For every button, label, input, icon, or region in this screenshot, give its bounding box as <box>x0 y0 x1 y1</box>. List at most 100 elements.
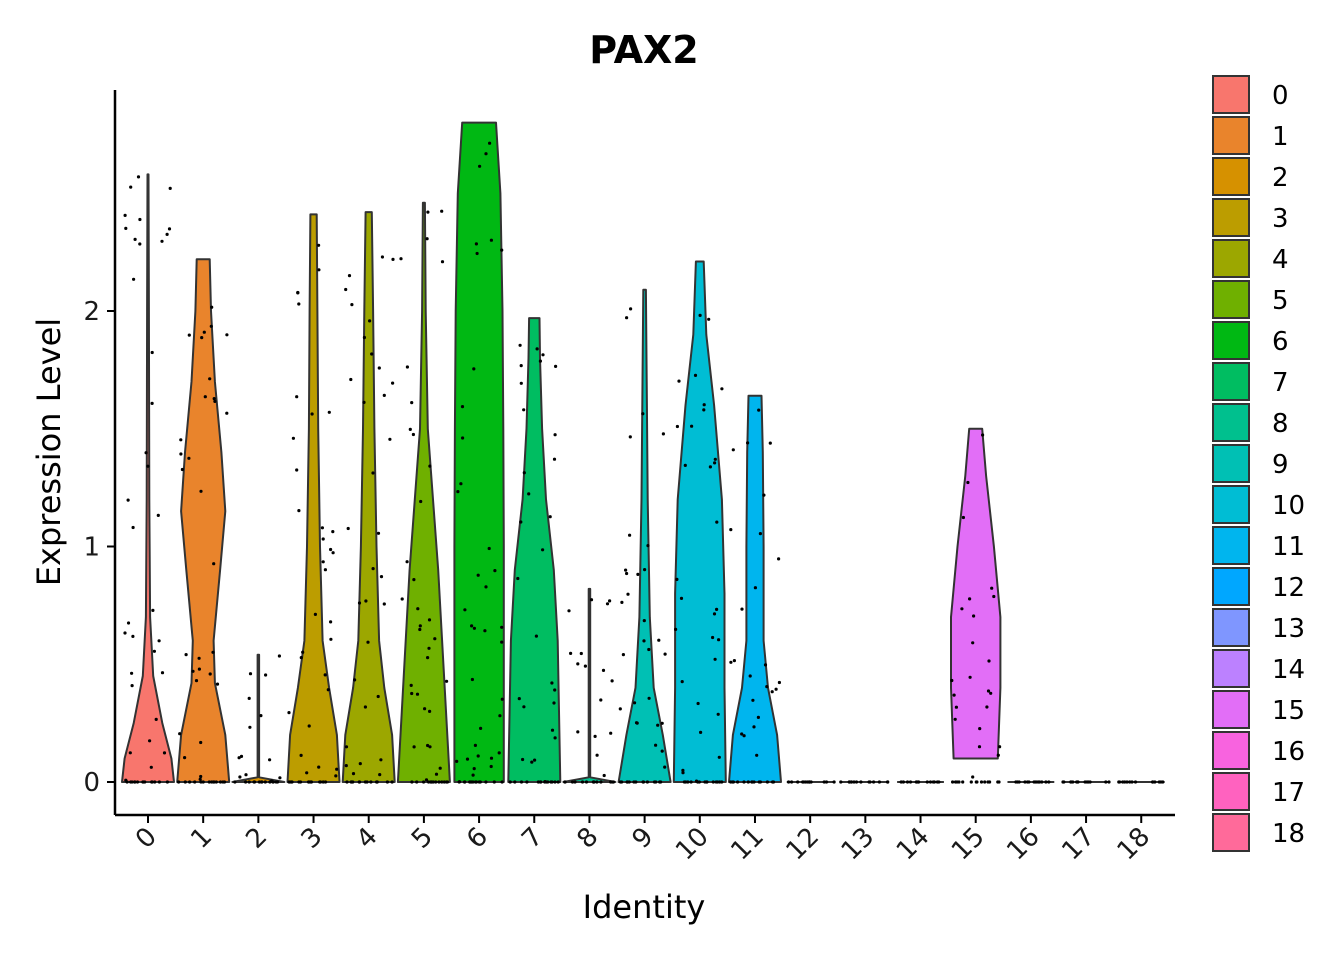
data-point <box>317 243 321 247</box>
data-point <box>541 353 545 357</box>
data-point <box>193 780 197 784</box>
data-point <box>123 631 127 635</box>
data-point <box>707 317 711 321</box>
data-point <box>849 780 853 784</box>
data-point <box>659 780 663 784</box>
data-point <box>1086 780 1090 784</box>
data-point <box>476 754 480 758</box>
data-point <box>1125 780 1129 784</box>
legend-label-2: 2 <box>1272 163 1289 193</box>
data-point <box>199 740 203 745</box>
data-point <box>633 701 637 705</box>
data-point <box>445 780 449 784</box>
data-point <box>682 780 687 784</box>
data-point <box>153 780 157 784</box>
data-point <box>305 771 309 775</box>
data-point <box>298 780 303 784</box>
data-point <box>476 573 480 577</box>
violin-15 <box>950 427 1002 760</box>
data-point <box>552 701 556 705</box>
data-point <box>708 465 713 469</box>
data-point <box>248 672 253 676</box>
legend-label-10: 10 <box>1272 491 1305 521</box>
data-point <box>237 756 241 760</box>
data-point <box>197 667 201 671</box>
violins-layer <box>121 121 1165 783</box>
x-tick-label: 3 <box>296 822 329 855</box>
data-point <box>419 499 423 504</box>
data-point <box>951 780 955 784</box>
data-point <box>150 401 154 405</box>
data-point <box>329 637 333 641</box>
legend-swatch-4 <box>1212 239 1250 278</box>
legend-swatch-5 <box>1212 280 1250 319</box>
data-point <box>539 780 543 784</box>
data-point <box>268 758 272 762</box>
data-point <box>584 780 589 784</box>
data-point <box>521 757 525 762</box>
data-point <box>752 725 756 729</box>
data-point <box>675 577 679 582</box>
data-point <box>660 721 664 725</box>
data-point <box>424 778 429 782</box>
data-point <box>988 780 992 784</box>
data-point <box>233 780 237 784</box>
data-point <box>610 679 614 683</box>
data-point <box>702 403 706 407</box>
data-point <box>400 597 404 601</box>
data-point <box>484 585 488 589</box>
data-point <box>832 780 836 784</box>
data-point <box>152 649 156 653</box>
data-point <box>983 780 987 784</box>
data-point <box>317 268 321 272</box>
data-point <box>715 607 719 612</box>
data-point <box>440 780 444 784</box>
data-point <box>961 780 965 784</box>
data-point <box>541 548 545 552</box>
data-point <box>570 780 575 784</box>
data-point <box>497 751 501 755</box>
data-point <box>456 490 460 494</box>
data-point <box>358 762 362 766</box>
data-point <box>475 251 479 256</box>
data-point <box>533 758 537 762</box>
data-point <box>777 680 782 685</box>
x-axis-label: Identity <box>583 888 706 926</box>
data-point <box>654 743 658 747</box>
data-point <box>416 607 420 611</box>
legend-label-17: 17 <box>1272 778 1305 808</box>
data-point <box>925 780 929 784</box>
legend-swatch-0 <box>1212 75 1250 114</box>
data-point <box>427 646 431 650</box>
data-point <box>138 242 142 246</box>
data-point <box>165 780 169 784</box>
data-point <box>131 634 135 639</box>
data-point <box>660 749 664 753</box>
data-point <box>150 350 154 355</box>
data-point <box>968 675 972 679</box>
legend-swatch-18 <box>1212 813 1250 852</box>
data-point <box>536 780 541 784</box>
data-point <box>975 780 979 784</box>
data-point <box>740 607 744 611</box>
data-point <box>351 772 356 776</box>
data-point <box>128 751 132 755</box>
data-point <box>628 435 632 439</box>
data-point <box>634 780 638 784</box>
data-point <box>297 302 301 306</box>
data-point <box>375 780 379 784</box>
data-point <box>136 175 141 179</box>
data-point <box>1076 780 1080 784</box>
data-point <box>757 408 761 412</box>
data-point <box>899 780 903 784</box>
data-point <box>534 634 539 638</box>
data-point <box>552 457 557 461</box>
violin-9 <box>617 288 672 783</box>
data-point <box>465 757 470 761</box>
data-point <box>961 515 966 520</box>
data-point <box>160 671 165 675</box>
data-point <box>777 557 781 561</box>
data-point <box>489 756 494 760</box>
data-point <box>556 780 560 784</box>
data-point <box>295 395 299 399</box>
